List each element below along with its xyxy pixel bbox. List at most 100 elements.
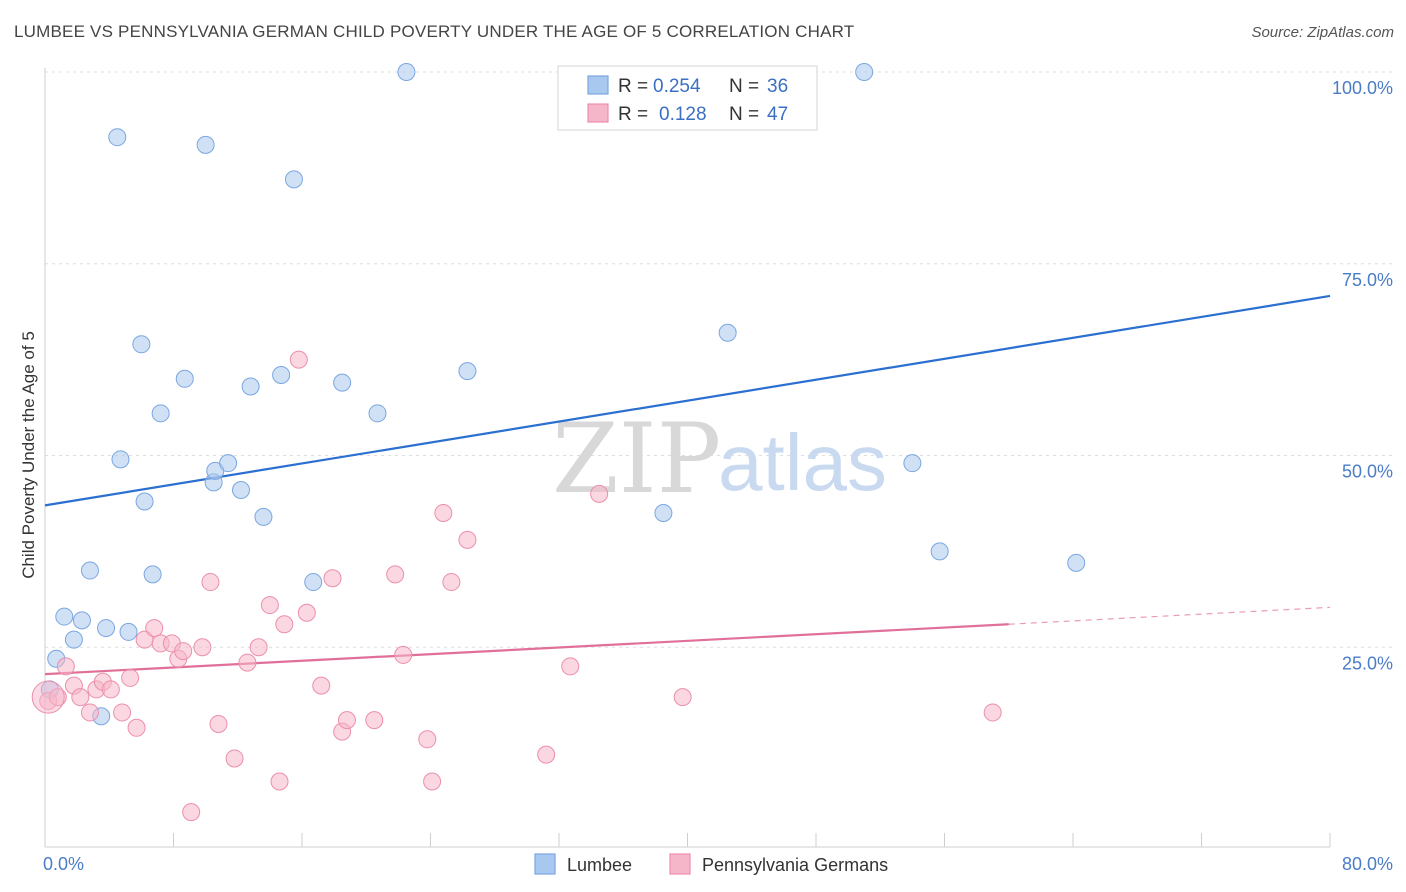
lumbee-point: [718, 323, 737, 342]
tick-labels: 25.0% 50.0% 75.0% 100.0% 0.0% 80.0%: [43, 78, 1393, 874]
pennsylvania-germans-point: [225, 749, 244, 768]
pennsylvania-germans-point: [365, 711, 384, 730]
pennsylvania-germans-point: [193, 638, 212, 657]
lumbee-point: [72, 611, 91, 630]
lumbee-point: [272, 365, 291, 384]
pennsylvania-germans-point: [80, 703, 99, 722]
y-tick-label: 100.0%: [1332, 78, 1393, 98]
watermark: ZIP atlas: [552, 403, 887, 515]
pennsylvania-germans-point: [127, 718, 146, 737]
data-points: [31, 63, 1086, 822]
pennsylvania-germans-point: [201, 573, 220, 592]
legend-n-label: N =: [729, 104, 759, 125]
pennsylvania-germans-point: [174, 642, 193, 661]
legend-r-value: 0.128: [659, 104, 707, 125]
y-axis-title: Child Poverty Under the Age of 5: [19, 331, 38, 579]
legend-r-label: R =: [618, 76, 648, 97]
source-label: Source: ZipAtlas.com: [1251, 24, 1394, 41]
lumbee-point: [333, 373, 352, 392]
lumbee-point: [304, 573, 323, 592]
lumbee-trend-line: [44, 294, 1331, 507]
lumbee-point: [231, 481, 250, 500]
legend-n-value: 47: [767, 104, 788, 125]
legend-r-label: R =: [618, 104, 648, 125]
lumbee-point: [368, 404, 387, 423]
bottom-legend-swatch-pennsylvania-germans: [669, 853, 691, 875]
lumbee-point: [241, 377, 260, 396]
pennsylvania-germans-point: [145, 619, 164, 638]
pennsylvania-germans-point: [337, 711, 356, 730]
lumbee-point: [654, 504, 673, 523]
legend-n-value: 36: [767, 76, 788, 97]
lumbee-point: [1067, 553, 1086, 572]
lumbee-point: [119, 622, 138, 641]
pennsylvania-germans-point: [442, 573, 461, 592]
pennsylvania-germans-point: [297, 603, 316, 622]
pennsylvania-germans-point: [323, 569, 342, 588]
lumbee-point: [143, 565, 162, 584]
lumbee-point: [64, 630, 83, 649]
legend-swatch-lumbee: [587, 75, 609, 95]
pennsylvania-germans-trend-line: [44, 623, 1009, 676]
pennsylvania-germans-point: [423, 772, 442, 791]
x-tick-label: 0.0%: [43, 854, 84, 874]
lumbee-point: [97, 619, 116, 638]
pennsylvania-germans-point: [238, 653, 257, 672]
axes: [44, 68, 1331, 848]
bottom-legend-swatch-lumbee: [534, 853, 556, 875]
y-tick-label: 25.0%: [1342, 653, 1393, 673]
pennsylvania-germans-trend-extension: [1008, 606, 1331, 625]
y-tick-label: 50.0%: [1342, 462, 1393, 482]
pennsylvania-germans-point: [983, 703, 1002, 722]
lumbee-point: [108, 128, 127, 147]
pennsylvania-germans-point: [270, 772, 289, 791]
x-tick-label: 80.0%: [1342, 854, 1393, 874]
lumbee-point: [855, 63, 874, 81]
lumbee-point: [175, 369, 194, 388]
pennsylvania-germans-point: [209, 714, 228, 733]
pennsylvania-germans-point: [289, 350, 308, 369]
lumbee-point: [80, 561, 99, 580]
pennsylvania-germans-point: [537, 745, 556, 764]
pennsylvania-germans-point: [561, 657, 580, 676]
lumbee-point: [135, 492, 154, 511]
lumbee-point: [196, 135, 215, 154]
pennsylvania-germans-point: [394, 645, 413, 664]
pennsylvania-germans-point: [101, 680, 120, 699]
pennsylvania-germans-point: [673, 688, 692, 707]
pennsylvania-germans-point: [121, 668, 140, 687]
pennsylvania-germans-point: [113, 703, 132, 722]
pennsylvania-germans-point: [275, 615, 294, 634]
lumbee-point: [219, 454, 238, 473]
pennsylvania-germans-point: [71, 688, 90, 707]
pennsylvania-germans-point: [260, 596, 279, 615]
pennsylvania-germans-point: [31, 680, 65, 714]
lumbee-point: [132, 335, 151, 354]
pennsylvania-germans-point: [249, 638, 268, 657]
legend-r-value: 0.254: [653, 76, 701, 97]
legend-swatch-pennsylvania-germans: [587, 103, 609, 123]
grid: [45, 71, 1392, 648]
legend-n-label: N =: [729, 76, 759, 97]
lumbee-point: [55, 607, 74, 626]
pennsylvania-germans-point: [458, 530, 477, 549]
chart-title: LUMBEE VS PENNSYLVANIA GERMAN CHILD POVE…: [14, 22, 855, 41]
lumbee-point: [903, 454, 922, 473]
lumbee-point: [930, 542, 949, 561]
watermark-atlas: atlas: [718, 418, 887, 507]
pennsylvania-germans-point: [182, 803, 201, 822]
bottom-legend-lumbee: Lumbee: [567, 855, 632, 875]
y-tick-label: 75.0%: [1342, 270, 1393, 290]
legend: R = 0.254 N = 36 R = 0.128 N = 47: [557, 65, 818, 131]
bottom-legend-pennsylvania-germans: Pennsylvania Germans: [702, 855, 888, 875]
watermark-zip: ZIP: [552, 403, 721, 515]
pennsylvania-germans-point: [590, 484, 609, 503]
lumbee-point: [397, 63, 416, 81]
bottom-legend: Lumbee Pennsylvania Germans: [534, 853, 888, 875]
pennsylvania-germans-point: [312, 676, 331, 695]
lumbee-point: [111, 450, 130, 469]
trend-lines: [44, 294, 1331, 676]
lumbee-point: [284, 170, 303, 189]
lumbee-point: [151, 404, 170, 423]
